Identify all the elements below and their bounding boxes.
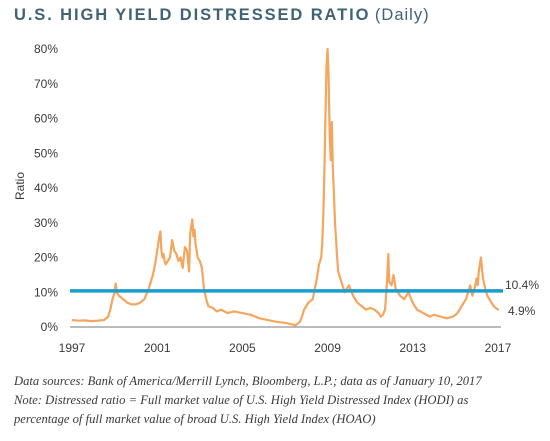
y-tick-label: 70% [34,77,58,91]
x-tick-label: 1997 [59,341,86,355]
distressed-ratio-line [71,47,500,327]
chart-title-main: U.S. HIGH YIELD DISTRESSED RATIO [14,6,371,24]
end-value-label: 4.9% [508,304,536,318]
x-tick-label: 2009 [314,341,341,355]
x-tick-label: 2005 [229,341,256,355]
data-sources-note: Data sources: Bank of America/Merrill Ly… [14,374,482,388]
x-tick-label: 2013 [399,341,426,355]
y-tick-label: 30% [34,216,58,230]
distressed-ratio-chart: Ratio 0% 10% 20% 30% 40% 50% 60% 70% 80% 1997 200… [13,42,539,355]
y-tick-label: 10% [34,285,58,299]
chart-title: U.S. HIGH YIELD DISTRESSED RATIO (Daily) [14,6,430,25]
x-tick-label: 2001 [144,341,171,355]
y-tick-label: 0% [41,320,59,334]
chart-notes: Data sources: Bank of America/Merrill Ly… [14,372,544,429]
chart-title-subtitle: (Daily) [374,6,430,24]
y-tick-label: 20% [34,251,58,265]
y-tick-label: 50% [34,146,58,160]
y-tick-label: 60% [34,112,58,126]
reference-line-label: 10.4% [505,278,539,292]
definition-note-line1: Note: Distressed ratio = Full market val… [14,393,469,407]
y-axis-label: Ratio [13,172,27,200]
y-tick-label: 40% [34,181,58,195]
y-tick-label: 80% [34,42,58,56]
x-tick-label: 2017 [485,341,512,355]
definition-note-line2: percentage of full market value of broad… [14,412,376,426]
